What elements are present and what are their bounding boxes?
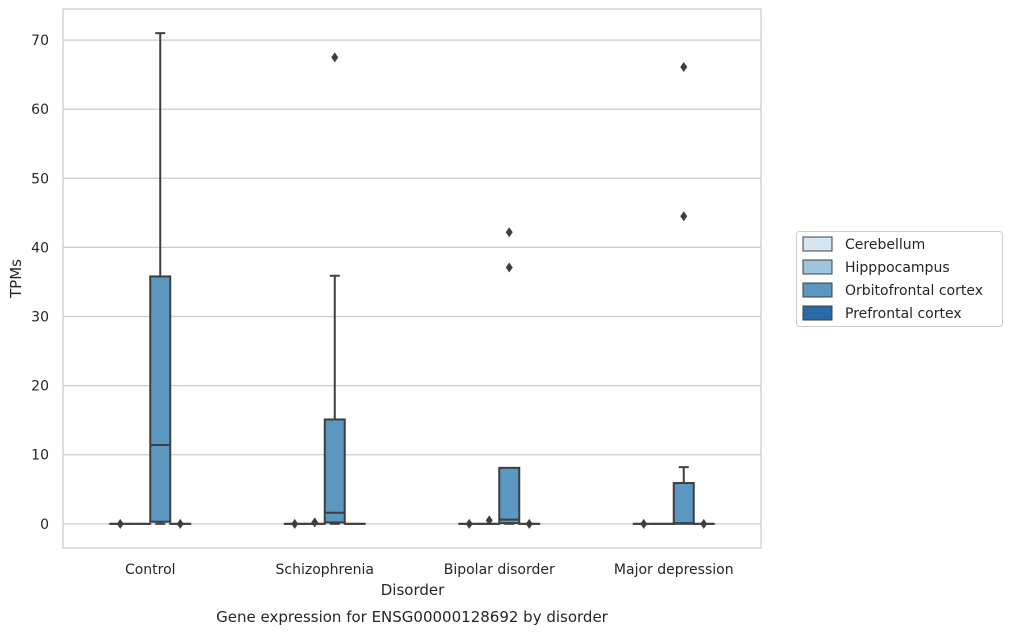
y-tick-label: 70 — [31, 33, 49, 49]
legend-swatch — [802, 282, 833, 298]
box-body — [149, 275, 172, 523]
y-tick-label: 0 — [40, 517, 49, 533]
outlier-point — [331, 52, 339, 63]
outlier-point — [485, 515, 493, 526]
x-tick-label: Bipolar disorder — [444, 562, 555, 578]
box-prefrontal-cortex — [169, 518, 192, 529]
box-cerebellum — [109, 518, 132, 529]
x-tick-label: Control — [125, 562, 176, 578]
box-orbitofrontal-cortex — [149, 32, 172, 525]
box-cerebellum — [458, 518, 481, 529]
legend-label: Orbitofrontal cortex — [845, 283, 983, 299]
legend-label: Hipppocampus — [845, 260, 950, 276]
legend-swatch — [802, 305, 833, 321]
box-plot-marks — [109, 32, 715, 529]
grid-lines — [63, 39, 761, 525]
box-orbitofrontal-cortex — [498, 227, 521, 525]
outlier-point — [116, 518, 124, 529]
y-tick-label: 50 — [31, 171, 49, 187]
legend-frame — [796, 231, 1003, 327]
box-orbitofrontal-cortex — [323, 52, 346, 525]
box-body — [672, 482, 695, 525]
box-prefrontal-cortex — [692, 518, 715, 529]
outlier-point — [291, 518, 299, 529]
y-tick-label: 40 — [31, 240, 49, 256]
legend-swatch — [802, 236, 833, 252]
outlier-point — [176, 518, 184, 529]
outlier-point — [311, 517, 319, 528]
box-cerebellum — [632, 518, 655, 529]
outlier-point — [640, 518, 648, 529]
outlier-point — [680, 211, 688, 222]
box-cerebellum — [283, 518, 306, 529]
plot-frame — [62, 8, 762, 549]
outlier-point — [465, 518, 473, 529]
legend-label: Prefrontal cortex — [845, 306, 962, 322]
outlier-point — [525, 518, 533, 529]
box-hipppocampus — [478, 515, 501, 526]
legend-label: Cerebellum — [845, 237, 925, 253]
outlier-point — [700, 518, 708, 529]
y-tick-label: 30 — [31, 310, 49, 326]
legend: Cerebellum Hipppocampus Orbitofrontal cort… — [796, 231, 1003, 327]
y-tick-label: 10 — [31, 448, 49, 464]
x-axis-ticks: Control Schizophrenia Bipolar disorder Majo… — [125, 562, 734, 578]
figure-caption: Gene expression for ENSG00000128692 by d… — [216, 608, 609, 626]
box-prefrontal-cortex — [518, 518, 541, 529]
y-tick-label: 20 — [31, 379, 49, 395]
x-tick-label: Schizophrenia — [276, 562, 374, 578]
x-axis-label: Disorder — [381, 581, 445, 599]
y-tick-label: 60 — [31, 102, 49, 118]
x-tick-label: Major depression — [614, 562, 734, 578]
outlier-point — [680, 62, 688, 73]
box-hipppocampus — [303, 517, 326, 528]
legend-swatch — [802, 259, 833, 275]
outlier-point — [505, 262, 513, 273]
y-axis-label: TPMs — [7, 259, 25, 299]
box-body — [498, 466, 521, 525]
y-axis-ticks: 0 10 20 30 40 50 60 70 — [31, 33, 49, 533]
outlier-point — [505, 227, 513, 238]
box-orbitofrontal-cortex — [672, 62, 695, 525]
box-body — [323, 418, 346, 524]
